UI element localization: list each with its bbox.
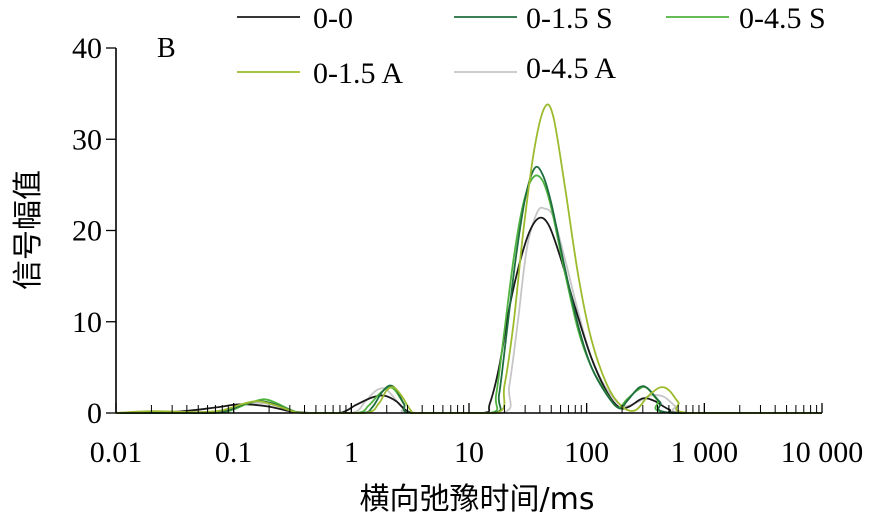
y-tick-label: 40 — [72, 32, 102, 65]
series-line-0-4-5-a — [115, 206, 822, 414]
legend: 0-0 0-1.5 S 0-4.5 S 0-1.5 A 0-4.5 A — [237, 2, 826, 90]
series-line-0-0 — [115, 216, 822, 414]
x-tick-label: 100 — [564, 436, 609, 469]
y-tick-label: 20 — [72, 215, 102, 248]
legend-label: 0-1.5 A — [313, 57, 403, 90]
x-axis-label: 横向弛豫时间/ms — [360, 482, 595, 517]
legend-label: 0-4.5 A — [526, 52, 616, 85]
axes: 0 10 20 30 40 0.01 0.1 1 10 100 1 000 10 000 — [72, 32, 863, 469]
y-axis-label: 信号幅值 — [11, 170, 46, 290]
y-tick-label: 0 — [87, 397, 102, 430]
legend-label: 0-1.5 S — [526, 2, 613, 35]
plot-lines — [115, 103, 822, 414]
legend-label: 0-4.5 S — [739, 2, 826, 35]
x-tick-label: 0.1 — [215, 436, 253, 469]
legend-label: 0-0 — [313, 2, 353, 35]
series-line-0-1-5-a — [115, 103, 822, 414]
x-tick-label: 10 — [454, 436, 484, 469]
x-tick-label: 10 000 — [781, 436, 864, 469]
series-line-0-4-5-s — [115, 174, 822, 414]
y-tick-label: 10 — [72, 306, 102, 339]
x-tick-label: 0.01 — [90, 436, 143, 469]
panel-label: B — [157, 33, 176, 64]
x-tick-label: 1 000 — [671, 436, 739, 469]
y-tick-label: 30 — [72, 123, 102, 156]
x-tick-label: 1 — [344, 436, 359, 469]
series-line-0-1-5-s — [115, 165, 822, 414]
